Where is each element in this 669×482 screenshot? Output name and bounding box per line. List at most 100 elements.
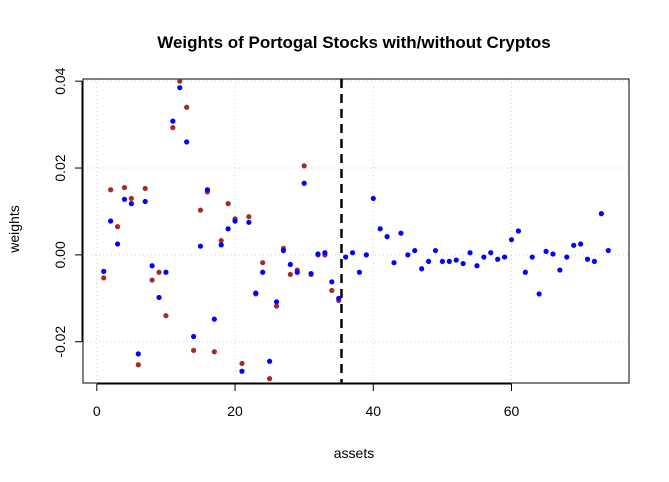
y-tick-label: 0.02 — [52, 154, 68, 181]
data-point — [156, 294, 162, 301]
data-point — [142, 198, 148, 205]
data-point — [301, 180, 307, 186]
data-point — [543, 248, 549, 255]
data-point — [481, 254, 487, 260]
data-point — [128, 195, 134, 202]
data-point — [135, 362, 141, 368]
data-point — [149, 263, 155, 269]
data-point — [605, 247, 611, 254]
data-point — [584, 256, 591, 262]
y-tick-label: -0.02 — [52, 326, 68, 358]
data-point — [101, 268, 107, 274]
x-tick-label: 0 — [93, 403, 101, 419]
data-point — [294, 269, 300, 275]
data-point — [550, 251, 556, 257]
data-point — [446, 258, 452, 264]
data-point — [197, 243, 204, 249]
data-point — [253, 290, 259, 296]
data-point — [156, 269, 162, 275]
data-point — [280, 247, 287, 254]
data-point — [349, 250, 356, 256]
data-point — [384, 234, 390, 240]
data-point — [273, 303, 280, 309]
data-point — [170, 118, 176, 124]
data-point — [488, 250, 494, 256]
data-point — [308, 270, 314, 277]
data-point — [467, 250, 473, 256]
data-point — [177, 85, 183, 91]
data-points — [101, 78, 611, 382]
data-point — [412, 247, 418, 254]
y-tick-label: 0.04 — [52, 67, 68, 94]
data-point — [267, 358, 273, 364]
data-point — [329, 287, 335, 294]
data-point — [598, 211, 604, 217]
data-point — [405, 252, 411, 258]
data-point — [239, 360, 245, 367]
x-tick-label: 20 — [227, 403, 243, 419]
grid — [83, 79, 629, 383]
data-point — [398, 230, 404, 236]
data-point — [246, 214, 252, 220]
data-point — [218, 242, 224, 248]
data-point — [287, 271, 293, 278]
data-point — [591, 258, 598, 264]
x-axis: 0 20 40 60 — [93, 383, 520, 419]
x-axis-label: assets — [334, 445, 374, 461]
data-point — [495, 256, 501, 262]
data-point — [121, 196, 128, 202]
data-point — [149, 277, 155, 283]
data-point — [260, 260, 266, 266]
data-point — [114, 241, 121, 247]
y-axis: -0.02 0.00 0.02 0.04 — [52, 67, 83, 358]
data-point — [273, 299, 280, 305]
data-point — [114, 224, 121, 230]
data-point — [184, 139, 190, 145]
data-point — [439, 258, 445, 264]
data-point — [142, 185, 148, 192]
data-point — [356, 269, 363, 275]
data-point — [522, 269, 528, 275]
data-point — [501, 254, 508, 260]
data-point — [363, 252, 369, 258]
data-point — [163, 269, 169, 275]
y-tick-label: 0.00 — [52, 241, 68, 268]
data-point — [135, 351, 141, 357]
data-point — [287, 261, 293, 268]
data-point — [419, 266, 425, 272]
data-point — [239, 368, 245, 374]
data-point — [211, 349, 217, 355]
data-point — [177, 78, 183, 84]
data-point — [128, 201, 134, 207]
data-point — [370, 195, 376, 202]
data-point — [460, 260, 466, 267]
chart-title: Weights of Portogal Stocks with/without … — [157, 33, 551, 52]
data-point — [211, 316, 217, 322]
data-point — [578, 241, 584, 247]
data-point — [197, 207, 204, 213]
y-axis-label: weights — [6, 205, 22, 253]
data-point — [322, 250, 328, 256]
data-point — [225, 201, 231, 207]
data-point — [377, 226, 383, 232]
data-point — [432, 247, 439, 254]
x-tick-label: 40 — [365, 403, 381, 419]
data-point — [329, 279, 335, 285]
data-point — [571, 242, 577, 248]
data-point — [204, 187, 211, 193]
data-point — [453, 257, 459, 263]
data-point — [336, 295, 342, 301]
data-point — [515, 228, 522, 234]
data-point — [190, 347, 197, 354]
data-point — [536, 291, 542, 297]
data-point — [508, 237, 515, 243]
data-point — [564, 254, 570, 260]
data-point — [108, 218, 114, 224]
data-point — [246, 219, 252, 225]
plot-border — [82, 78, 630, 384]
data-point — [170, 125, 176, 131]
data-point — [218, 237, 224, 244]
data-point — [315, 251, 321, 257]
data-point — [260, 269, 266, 275]
